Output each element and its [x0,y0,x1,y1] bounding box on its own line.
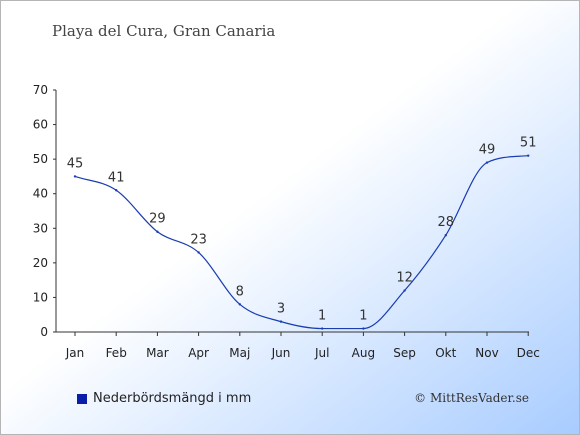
credit-text: © MittResVader.se [414,391,529,405]
data-label: 1 [359,309,367,324]
data-point [362,327,365,330]
data-point [73,175,77,178]
data-label: 12 [396,271,413,286]
chart-title: Playa del Cura, Gran Canaria [52,22,276,40]
x-tick-label: Feb [106,346,127,360]
data-point [485,161,489,164]
data-point [197,251,200,254]
data-point [527,154,530,157]
y-tick-label: 60 [33,118,48,132]
axes: 0 10 20 30 40 50 60 70 Jan Feb Mar Apr Maj Jun Jul Aug S… [33,83,540,360]
x-tick-label: Jan [65,346,85,360]
x-tick-label: Okt [435,346,456,360]
y-tick-label: 30 [33,221,48,235]
data-point [156,230,159,233]
x-tick-label: Dec [517,346,540,360]
y-tick-label: 70 [33,83,48,97]
x-tick-label: Nov [475,346,498,360]
data-label: 23 [190,232,207,247]
y-tick-label: 40 [33,187,48,201]
value-labels: 45 41 29 23 8 3 1 1 12 28 49 51 [67,136,537,324]
data-point [321,327,324,330]
data-point [115,189,118,192]
data-label: 28 [438,215,455,230]
x-tick-label: Aug [352,346,375,360]
x-tick-label: Apr [188,346,209,360]
data-point [444,234,447,237]
data-label: 1 [318,309,326,324]
y-tick-label: 10 [33,290,48,304]
data-point [238,303,241,306]
data-label: 29 [149,212,166,227]
series-layer [73,154,530,330]
data-label: 41 [108,170,125,185]
data-point [279,320,283,323]
data-label: 3 [277,302,285,317]
data-label: 45 [67,156,84,171]
data-label: 8 [236,284,244,299]
data-label: 49 [479,143,496,158]
y-tick-label: 50 [33,152,48,166]
x-tick-label: Mar [146,346,169,360]
data-point [403,289,406,292]
y-tick-label: 20 [33,256,48,270]
x-tick-label: Jun [271,346,291,360]
y-tick-label: 0 [40,325,48,339]
legend-label: Nederbördsmängd i mm [93,391,252,406]
data-label: 51 [520,136,537,151]
legend-swatch [77,393,87,404]
x-tick-label: Maj [229,346,250,360]
legend: Nederbördsmängd i mm [77,391,251,406]
x-tick-label: Jul [314,346,329,360]
precipitation-line [74,155,529,330]
x-tick-label: Sep [393,346,416,360]
